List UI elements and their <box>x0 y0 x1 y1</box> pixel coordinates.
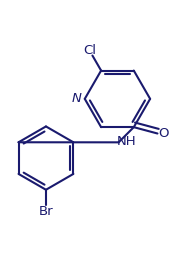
Text: O: O <box>158 127 168 140</box>
Text: Br: Br <box>39 205 53 218</box>
Text: NH: NH <box>117 135 137 148</box>
Text: N: N <box>72 92 82 105</box>
Text: Cl: Cl <box>83 44 96 57</box>
